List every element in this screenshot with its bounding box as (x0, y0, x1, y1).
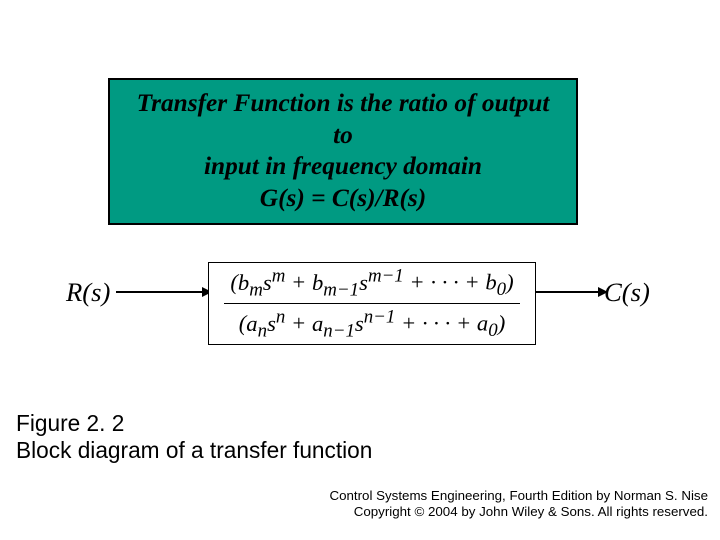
tf-numerator: (bmsm + bm−1sm−1 + · · · + b0) (215, 265, 529, 301)
input-label: R(s) (66, 277, 110, 308)
title-line-2: input in frequency domain (128, 151, 558, 183)
figure-caption: Figure 2. 2 Block diagram of a transfer … (16, 410, 372, 464)
tf-denominator: (ansn + an−1sn−1 + · · · + a0) (215, 306, 529, 342)
fraction-line (224, 303, 519, 304)
title-line-1: Transfer Function is the ratio of output… (128, 88, 558, 151)
arrow-out-line (536, 291, 600, 293)
footer-line-1: Control Systems Engineering, Fourth Edit… (329, 488, 708, 504)
arrow-in-line (116, 291, 204, 293)
footer-line-2: Copyright © 2004 by John Wiley & Sons. A… (329, 504, 708, 520)
caption-line-2: Block diagram of a transfer function (16, 437, 372, 464)
copyright-footer: Control Systems Engineering, Fourth Edit… (329, 488, 708, 520)
caption-line-1: Figure 2. 2 (16, 410, 372, 437)
transfer-function-block: (bmsm + bm−1sm−1 + · · · + b0) (ansn + a… (208, 262, 536, 345)
output-label: C(s) (604, 277, 650, 308)
title-box: Transfer Function is the ratio of output… (108, 78, 578, 225)
title-line-3: G(s) = C(s)/R(s) (128, 183, 558, 215)
